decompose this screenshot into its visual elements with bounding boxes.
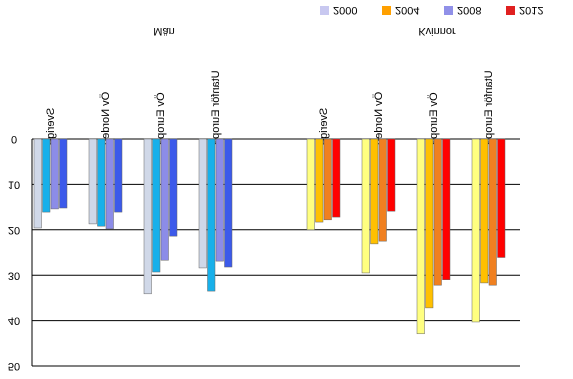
x-tick-label: Utanför Europa (483, 70, 495, 145)
group-label: Män (153, 25, 174, 37)
group-label: Kvinnor (418, 25, 456, 37)
bar (160, 138, 169, 261)
bar (323, 138, 332, 221)
x-tick-label: Öv Europa (428, 92, 440, 145)
bar (152, 138, 161, 273)
bar (370, 138, 379, 245)
bar (97, 138, 106, 227)
bar (169, 138, 178, 237)
bar (497, 138, 506, 258)
bar (442, 138, 451, 280)
bar (143, 138, 152, 295)
x-tick-label: Sverige (318, 108, 330, 145)
bar (480, 138, 489, 284)
y-tick-label: 10 (8, 178, 20, 190)
y-tick-label: 50 (8, 360, 20, 372)
bar (332, 138, 341, 218)
bar (215, 138, 224, 262)
bar (42, 138, 51, 213)
bar (59, 138, 68, 209)
bar (207, 138, 216, 292)
bar (433, 138, 442, 286)
legend-swatch (382, 6, 391, 15)
legend-label: 2000 (333, 4, 357, 16)
bar (114, 138, 123, 213)
x-tick-label: Sverige (45, 108, 57, 145)
legend-label: 2004 (395, 4, 419, 16)
bar (416, 138, 425, 335)
bar (471, 138, 480, 323)
bar (387, 138, 396, 212)
x-tick-label: Utanför Europa (210, 70, 222, 145)
bar (50, 138, 59, 210)
bar (198, 138, 207, 269)
bar (378, 138, 387, 242)
bar (105, 138, 114, 230)
bar (315, 138, 324, 223)
bar (425, 138, 434, 309)
y-tick-label: 30 (8, 269, 20, 281)
x-tick-label: Öv Norden (100, 92, 112, 145)
bar (33, 138, 42, 229)
legend-swatch (444, 6, 453, 15)
y-tick-label: 20 (8, 224, 20, 236)
y-tick-label: 0 (11, 133, 17, 145)
bar (488, 138, 497, 286)
bar (88, 138, 97, 225)
legend-swatch (320, 6, 329, 15)
bar (306, 138, 315, 231)
x-tick-label: Öv Europa (155, 92, 167, 145)
bar (224, 138, 233, 268)
y-tick-label: 40 (8, 315, 20, 327)
legend-label: 2008 (457, 4, 481, 16)
bar (361, 138, 370, 274)
legend-label: 2012 (519, 4, 543, 16)
x-tick-label: Öv Norden (373, 92, 385, 145)
legend-swatch (506, 6, 515, 15)
